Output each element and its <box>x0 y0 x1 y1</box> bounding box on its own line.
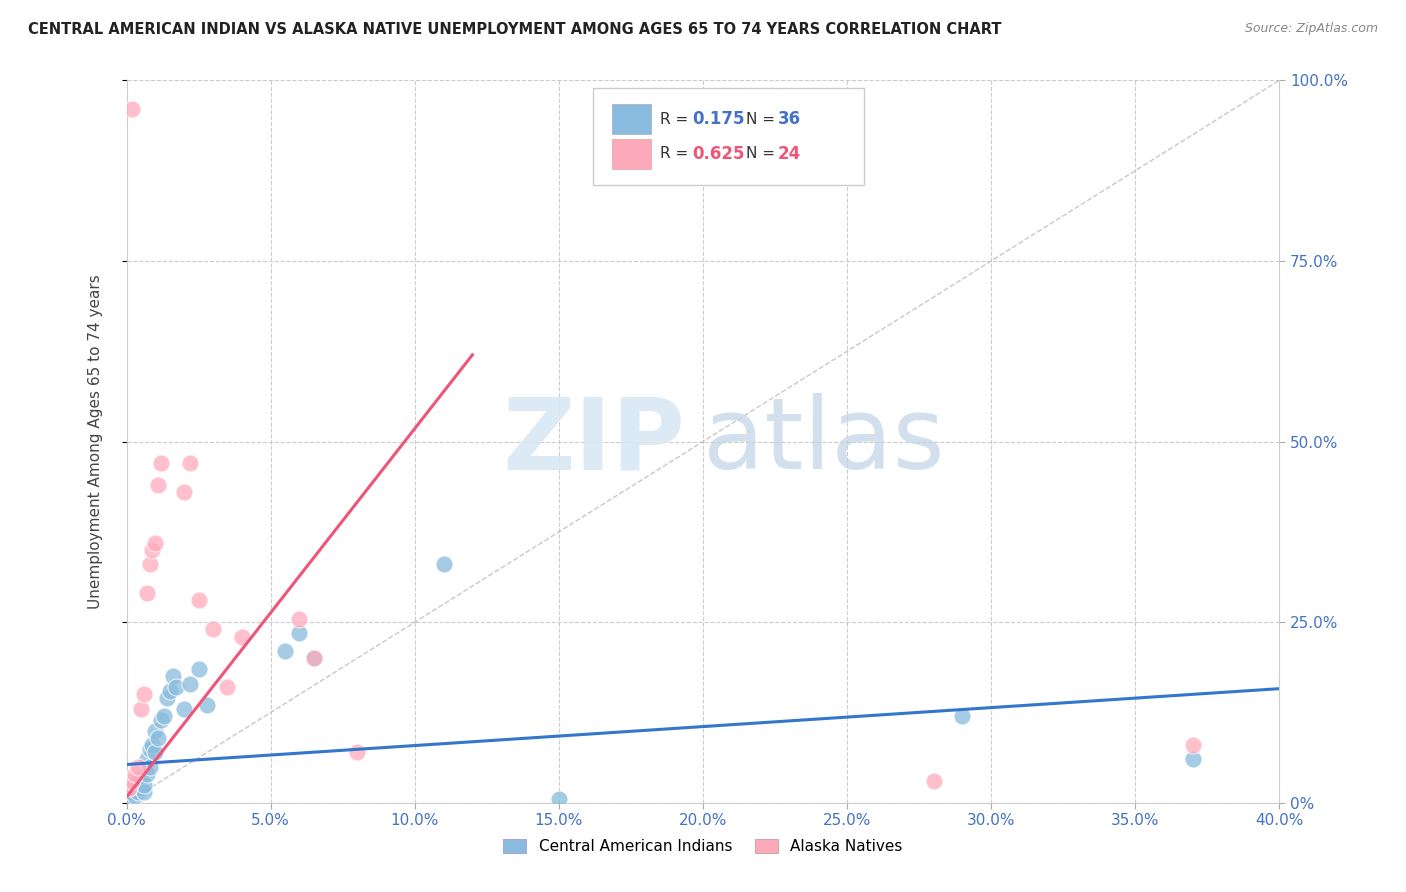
Point <box>179 676 201 690</box>
Point <box>1181 752 1204 766</box>
Text: ZIP: ZIP <box>503 393 686 490</box>
Point <box>132 785 155 799</box>
Point <box>132 778 155 792</box>
Point <box>187 662 209 676</box>
Point <box>121 781 143 796</box>
Text: 0.175: 0.175 <box>693 111 745 128</box>
Point <box>162 669 184 683</box>
Point <box>302 651 325 665</box>
Point <box>195 698 218 713</box>
Point <box>156 691 179 706</box>
Text: Source: ZipAtlas.com: Source: ZipAtlas.com <box>1244 22 1378 36</box>
Text: CENTRAL AMERICAN INDIAN VS ALASKA NATIVE UNEMPLOYMENT AMONG AGES 65 TO 74 YEARS : CENTRAL AMERICAN INDIAN VS ALASKA NATIVE… <box>28 22 1001 37</box>
Point <box>132 687 155 701</box>
Point <box>129 771 152 785</box>
Point <box>145 535 166 549</box>
Point <box>135 586 157 600</box>
Legend: Central American Indians, Alaska Natives: Central American Indians, Alaska Natives <box>498 833 908 860</box>
Text: 0.625: 0.625 <box>693 145 745 163</box>
Point <box>118 789 141 803</box>
Point <box>433 558 456 572</box>
Point <box>127 785 149 799</box>
Point <box>150 456 173 470</box>
Point <box>231 630 253 644</box>
Point <box>187 593 209 607</box>
Point <box>302 651 325 665</box>
Point <box>124 789 146 803</box>
Point <box>153 709 176 723</box>
Text: R =: R = <box>661 112 693 127</box>
Y-axis label: Unemployment Among Ages 65 to 74 years: Unemployment Among Ages 65 to 74 years <box>89 274 103 609</box>
Point <box>138 741 160 756</box>
Point <box>202 623 225 637</box>
Point <box>121 102 143 116</box>
Text: 24: 24 <box>778 145 801 163</box>
Point <box>548 792 571 806</box>
Point <box>148 478 170 492</box>
Point <box>288 611 311 625</box>
Text: atlas: atlas <box>703 393 945 490</box>
Point <box>118 781 141 796</box>
Point <box>124 767 146 781</box>
Point <box>288 626 311 640</box>
Point <box>138 760 160 774</box>
Point <box>165 680 187 694</box>
Point <box>173 485 195 500</box>
Point <box>145 723 166 738</box>
Point <box>127 774 149 789</box>
Point <box>217 680 239 694</box>
Text: 36: 36 <box>778 111 801 128</box>
Point <box>346 745 368 759</box>
Point <box>135 752 157 766</box>
Point <box>1181 738 1204 752</box>
Point <box>141 542 163 557</box>
Point <box>145 745 166 759</box>
Point <box>148 731 170 745</box>
FancyBboxPatch shape <box>612 139 651 169</box>
Point <box>950 709 973 723</box>
Point <box>138 558 160 572</box>
Point <box>135 767 157 781</box>
Point <box>150 713 173 727</box>
Text: N =: N = <box>745 146 779 161</box>
Point <box>173 702 195 716</box>
Point <box>922 774 945 789</box>
Point <box>127 760 149 774</box>
Point <box>129 702 152 716</box>
Text: R =: R = <box>661 146 693 161</box>
Point <box>129 781 152 796</box>
Point <box>274 644 297 658</box>
Point <box>124 778 146 792</box>
FancyBboxPatch shape <box>612 104 651 135</box>
Point <box>179 456 201 470</box>
Text: N =: N = <box>745 112 779 127</box>
Point <box>159 683 181 698</box>
FancyBboxPatch shape <box>593 87 865 185</box>
Point <box>121 774 143 789</box>
Point <box>121 785 143 799</box>
Point <box>141 738 163 752</box>
